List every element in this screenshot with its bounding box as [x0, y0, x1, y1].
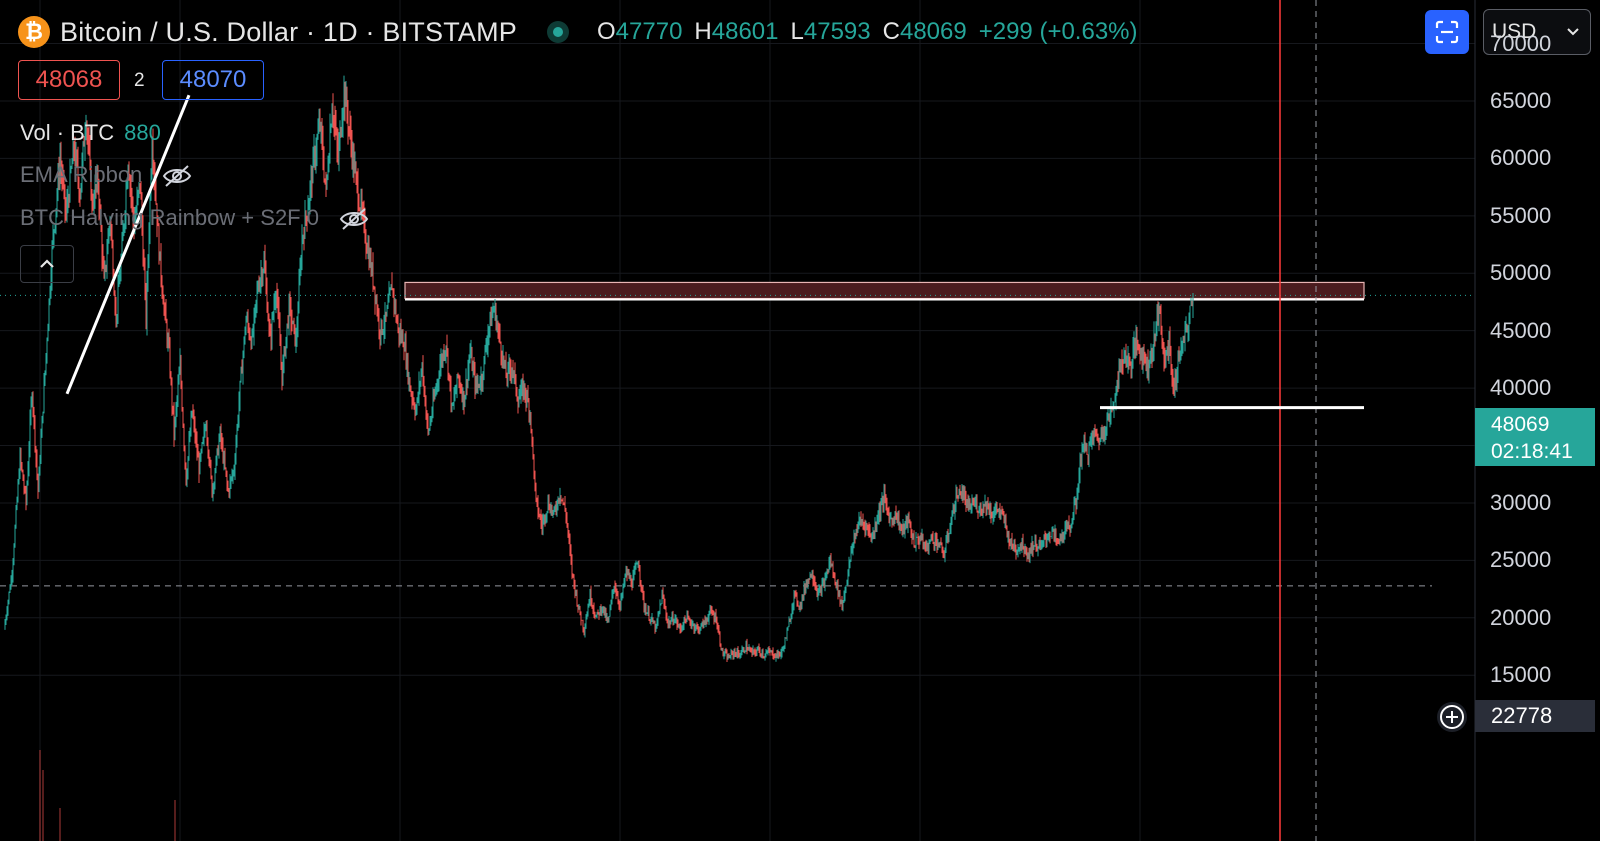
fullscreen-button[interactable] [1425, 10, 1469, 54]
price-axis-label: 40000 [1490, 375, 1552, 401]
ohlc-open: O47770 [597, 18, 683, 45]
price-axis-label: 25000 [1490, 547, 1552, 573]
volume-bars [39, 750, 176, 841]
price-axis-label: 50000 [1490, 260, 1552, 286]
currency-value: USD [1492, 20, 1537, 43]
ohlc-close: C48069 [882, 18, 967, 45]
price-axis-label: 30000 [1490, 489, 1552, 515]
trend-line[interactable] [65, 94, 191, 395]
symbol-header: ₿ Bitcoin / U.S. Dollar · 1D · BITSTAMP … [18, 14, 1138, 50]
last-price-value: 48069 [1491, 413, 1550, 436]
symbol-title[interactable]: Bitcoin / U.S. Dollar · 1D · BITSTAMP [60, 16, 517, 47]
volume-indicator[interactable]: Vol · BTC 880 [20, 120, 161, 146]
ohlc-values: O47770 H48601 L47593 C48069 +299 (+0.63%… [597, 18, 1138, 46]
price-axis-label: 70000 [1490, 30, 1552, 56]
price-axis-label: 45000 [1490, 317, 1552, 343]
chevron-up-icon [40, 259, 54, 268]
buy-button[interactable]: 48070 [162, 60, 264, 100]
plus-circle-icon [1440, 705, 1464, 729]
price-axis-label: 55000 [1490, 202, 1552, 228]
sell-button[interactable]: 48068 [18, 60, 120, 100]
eye-off-icon[interactable] [339, 207, 369, 231]
resistance-zone[interactable] [404, 281, 1365, 300]
ema-ribbon-label: EMA Ribbon [20, 162, 143, 187]
halving-rainbow-indicator[interactable]: BTC Halving Rainbow + S2F 0 [20, 205, 369, 231]
spread-value: 2 [134, 70, 145, 91]
bitcoin-logo-icon: ₿ [18, 16, 50, 48]
price-axis-label: 15000 [1490, 662, 1552, 688]
chart-grid [0, 0, 1475, 841]
eye-off-icon[interactable] [162, 164, 192, 188]
halving-rainbow-label: BTC Halving Rainbow + S2F 0 [20, 205, 319, 230]
currency-select[interactable]: USD [1483, 9, 1591, 55]
price-axis-label: 65000 [1490, 87, 1552, 113]
price-change: +299 (+0.63%) [978, 18, 1138, 45]
volume-value: 880 [124, 120, 161, 145]
chevron-down-icon [1567, 28, 1579, 36]
price-axis-label: 20000 [1490, 604, 1552, 630]
price-axis-label: 60000 [1490, 145, 1552, 171]
candles [4, 75, 1194, 662]
collapse-legend-button[interactable] [20, 245, 74, 283]
candle-countdown: 02:18:41 [1491, 440, 1573, 463]
ohlc-high: H48601 [694, 18, 779, 45]
volume-label: Vol · BTC [20, 120, 115, 145]
add-alert-button[interactable] [1437, 702, 1467, 732]
crosshair-price-tag: 22778 [1475, 700, 1595, 732]
market-open-icon [547, 21, 569, 43]
last-price-tag: 48069 02:18:41 [1475, 408, 1595, 466]
ema-ribbon-indicator[interactable]: EMA Ribbon [20, 162, 192, 188]
fullscreen-icon [1435, 20, 1459, 44]
ohlc-low: L47593 [790, 18, 871, 45]
